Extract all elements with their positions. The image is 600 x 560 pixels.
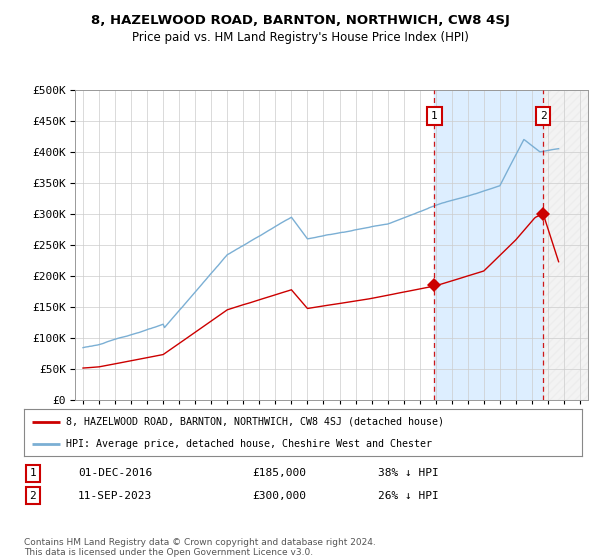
Text: 1: 1: [431, 111, 438, 121]
Text: 2: 2: [29, 491, 37, 501]
Text: 11-SEP-2023: 11-SEP-2023: [78, 491, 152, 501]
Text: Contains HM Land Registry data © Crown copyright and database right 2024.
This d: Contains HM Land Registry data © Crown c…: [24, 538, 376, 557]
Text: HPI: Average price, detached house, Cheshire West and Chester: HPI: Average price, detached house, Ches…: [66, 438, 432, 449]
Text: £300,000: £300,000: [252, 491, 306, 501]
Text: £185,000: £185,000: [252, 468, 306, 478]
Text: 01-DEC-2016: 01-DEC-2016: [78, 468, 152, 478]
Text: 1: 1: [29, 468, 37, 478]
Bar: [543, 90, 588, 400]
Text: 8, HAZELWOOD ROAD, BARNTON, NORTHWICH, CW8 4SJ: 8, HAZELWOOD ROAD, BARNTON, NORTHWICH, C…: [91, 14, 509, 27]
Text: Price paid vs. HM Land Registry's House Price Index (HPI): Price paid vs. HM Land Registry's House …: [131, 31, 469, 44]
Text: 38% ↓ HPI: 38% ↓ HPI: [378, 468, 439, 478]
Bar: [434, 90, 543, 400]
Text: 2: 2: [540, 111, 547, 121]
Text: 8, HAZELWOOD ROAD, BARNTON, NORTHWICH, CW8 4SJ (detached house): 8, HAZELWOOD ROAD, BARNTON, NORTHWICH, C…: [66, 417, 444, 427]
Text: 26% ↓ HPI: 26% ↓ HPI: [378, 491, 439, 501]
